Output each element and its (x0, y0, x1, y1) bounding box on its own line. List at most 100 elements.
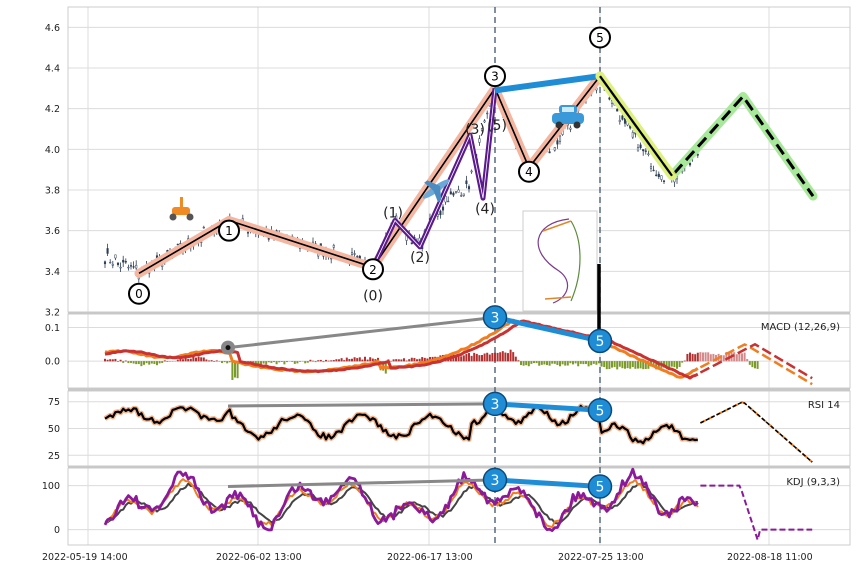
kdj-j-line (103, 467, 699, 532)
macd-histogram-bar (470, 355, 473, 362)
macd-histogram-bar (605, 361, 608, 370)
sub-wave-label: (3) (465, 122, 485, 138)
macd-histogram-bar (738, 353, 741, 362)
macd-histogram-bar (192, 356, 195, 362)
candle-body (418, 237, 421, 242)
macd-histogram-bar (577, 361, 580, 367)
macd-histogram-bar (722, 355, 725, 362)
rsi-divergence-line-gray (227, 402, 496, 408)
macd-histogram-bar (325, 359, 327, 362)
candle-body (202, 226, 205, 229)
macd-histogram-bar (304, 361, 307, 364)
candle-body (444, 195, 447, 203)
macd-histogram-bar (348, 359, 351, 362)
macd-histogram-bar (319, 359, 322, 362)
macd-histogram-bar (397, 359, 400, 362)
macd-histogram-bar (335, 359, 338, 362)
x-tick-label: 2022-05-19 14:00 (42, 552, 128, 563)
macd-histogram-bar (293, 361, 296, 364)
macd-histogram-bar (226, 361, 229, 364)
macd-histogram-bar (132, 361, 135, 364)
macd-histogram-bar (608, 361, 611, 370)
candle-body (629, 125, 632, 129)
macd-histogram-bar (356, 358, 359, 362)
candle-body (647, 153, 650, 156)
macd-histogram-bar (106, 359, 109, 362)
macd-histogram-bar (176, 359, 179, 362)
indicator-panels: 3 5 3 5 3 5 (103, 305, 813, 544)
macd-histogram-bar (751, 361, 754, 368)
macd-histogram-bar (475, 353, 478, 362)
airplane-icon (422, 179, 450, 203)
macd-histogram-bar (670, 361, 673, 367)
macd-histogram-bar (312, 360, 314, 362)
macd-histogram-bar (283, 361, 286, 365)
macd-histogram-bar (208, 360, 210, 362)
candle-body (608, 97, 611, 100)
macd-projection (699, 343, 813, 386)
macd-histogram-bar (639, 361, 642, 369)
macd-histogram-bar (624, 361, 626, 369)
macd-histogram-bar (494, 352, 496, 362)
macd-histogram-bar (148, 361, 151, 365)
macd-histogram-bar (205, 359, 208, 362)
macd-histogram-bar (338, 359, 340, 362)
candle-body (636, 147, 640, 152)
macd-histogram-bar (332, 360, 335, 362)
x-tick-label: 2022-06-02 13:00 (216, 552, 302, 563)
macd-histogram-bar (486, 352, 489, 362)
macd-histogram-bar (377, 357, 379, 362)
airplane-wing (424, 180, 441, 191)
candle-body (119, 266, 122, 269)
candle-body (470, 170, 473, 173)
macd-histogram-bar (556, 361, 559, 365)
macd-histogram-bar (124, 360, 127, 362)
divergence-point-marker (587, 398, 613, 423)
macd-histogram-bar (686, 353, 689, 362)
macd-histogram-bar (364, 356, 366, 362)
candle-body (618, 119, 621, 122)
macd-histogram-bar (273, 361, 275, 363)
scooter-icon (169, 197, 194, 221)
y-tick-label: 3.8 (45, 186, 60, 197)
macd-histogram-bar (689, 352, 691, 362)
car-wheel (555, 121, 563, 129)
macd-histogram-bar (611, 361, 613, 368)
macd-histogram-bar (153, 361, 156, 365)
car-icon (552, 105, 584, 129)
macd-histogram-bar (535, 361, 538, 364)
candle-body (129, 265, 133, 267)
y-tick-label: 4.4 (45, 64, 60, 75)
macd-histogram-bar (109, 359, 112, 362)
macd-histogram-bar (704, 352, 707, 362)
macd-histogram-bar (546, 361, 548, 366)
macd-histogram-bar (543, 361, 546, 365)
macd-histogram-bar (135, 361, 138, 365)
candle-body (109, 261, 112, 264)
macd-histogram-bar (553, 361, 556, 364)
macd-histogram-bar (218, 361, 221, 362)
inset-curve (542, 220, 572, 300)
car-body (552, 113, 584, 124)
y-tick-label: 0.1 (45, 323, 60, 334)
macd-histogram-bar (119, 359, 122, 362)
divergence-point-label: 3 (491, 397, 500, 413)
candle-body (176, 243, 179, 246)
macd-histogram-bar (405, 360, 408, 362)
candle-body (124, 261, 127, 263)
macd-histogram-bar (210, 360, 213, 362)
price-candles (103, 73, 699, 283)
macd-histogram-bar (280, 361, 283, 362)
y-tick-label: 4.2 (45, 104, 60, 115)
macd-histogram-bar (166, 361, 169, 362)
macd-histogram-bar (527, 361, 530, 367)
candle-body (657, 173, 660, 177)
wave-point-marker (128, 282, 150, 305)
candle-body (116, 262, 120, 265)
macd-histogram-bar (626, 361, 629, 369)
candle-body (114, 254, 117, 259)
macd-histogram-bar (634, 361, 637, 369)
axis-labels: 3.23.43.63.84.04.24.44.60.00.12550750100… (42, 23, 813, 563)
kdj-projection (700, 484, 813, 544)
